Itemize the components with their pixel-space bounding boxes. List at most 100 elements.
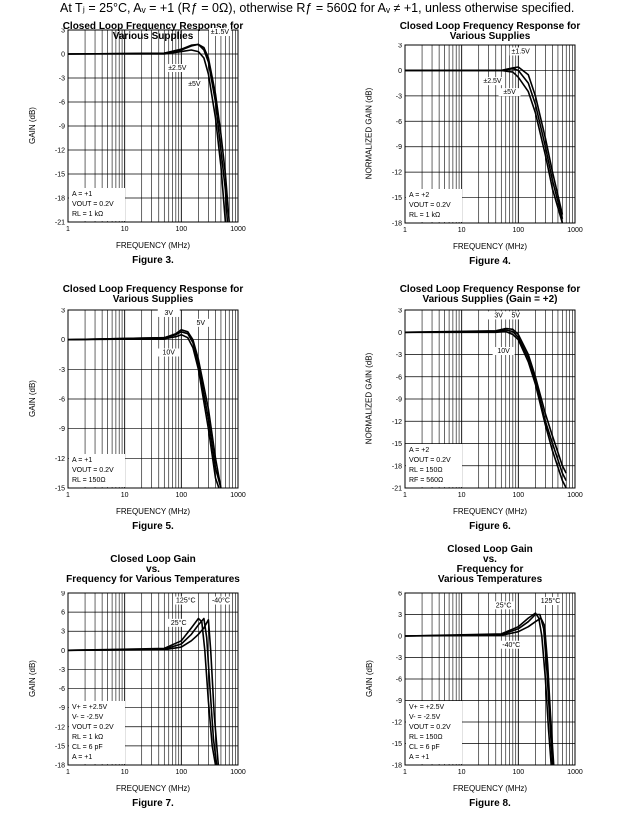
annotation-bg	[492, 601, 515, 610]
y-tick-label: -6	[396, 374, 402, 381]
condition-label: A = +1	[72, 191, 92, 198]
annotation-bg	[183, 80, 206, 88]
y-tick-label: -3	[59, 76, 65, 83]
x-tick-label: 10	[121, 492, 129, 499]
y-tick-label: -18	[55, 196, 65, 203]
y-tick-label: -15	[392, 741, 402, 748]
y-tick-label: 0	[398, 68, 402, 75]
series-annotation: 3V	[494, 312, 503, 319]
x-tick-label: 1	[66, 769, 70, 776]
chart-title-line: Closed Loop Frequency Response for	[62, 284, 244, 295]
x-axis-label: FREQUENCY (MHz)	[452, 784, 528, 793]
chart-title-line: vs.	[146, 564, 160, 575]
y-tick-label: 3	[398, 43, 402, 50]
y-tick-label: 0	[61, 648, 65, 655]
annotation-bg	[487, 311, 510, 320]
x-tick-label: 1	[403, 227, 407, 234]
y-tick-label: 0	[61, 337, 65, 344]
condition-label: A = +1	[72, 457, 92, 464]
x-tick-label: 10	[121, 226, 129, 233]
conditions-box	[69, 701, 125, 764]
y-tick-label: 0	[61, 52, 65, 59]
series-annotation: ±1.5V	[512, 48, 531, 55]
condition-label: VOUT = 0.2V	[72, 467, 114, 474]
x-tick-label: 100	[175, 492, 187, 499]
chart-title-line: vs.	[483, 554, 497, 565]
x-tick-label: 1	[403, 492, 407, 499]
y-tick-label: -6	[396, 677, 402, 684]
series-annotation: 25°C	[496, 601, 512, 609]
series-annotation: ±1.5V	[211, 29, 230, 36]
x-tick-label: 10	[121, 769, 129, 776]
condition-label: VOUT = 0.2V	[72, 724, 114, 731]
y-tick-label: -9	[59, 705, 65, 712]
annotation-bg	[167, 618, 190, 627]
y-tick-label: -3	[396, 93, 402, 100]
y-tick-label: -15	[55, 172, 65, 179]
y-axis-label: GAIN (dB)	[27, 107, 37, 144]
figure-caption: Figure 5.	[132, 521, 174, 532]
x-axis-label: FREQUENCY (MHz)	[115, 784, 191, 793]
x-axis-label: FREQUENCY (MHz)	[452, 242, 528, 251]
annotation-bg	[208, 28, 231, 36]
series-line	[405, 69, 564, 224]
series-annotation: 10V	[497, 348, 510, 355]
condition-label: RL = 1 kΩ	[409, 212, 440, 219]
chart-title: Closed Loop Gain vs. Frequency for Various …	[385, 545, 595, 585]
annotation-bg	[481, 77, 504, 86]
annotation-bg	[174, 596, 197, 605]
annotation-bg	[504, 311, 527, 320]
y-tick-label: -15	[392, 195, 402, 202]
condition-label: A = +1	[72, 754, 92, 761]
annotation-bg	[509, 47, 532, 56]
plot-frame	[67, 592, 239, 766]
series-annotation: 5V	[196, 320, 205, 327]
series-annotation: -40°C	[502, 641, 520, 649]
series-line	[404, 617, 555, 766]
x-tick-label: 1	[66, 226, 70, 233]
conditions-box	[69, 188, 125, 221]
condition-label: V+ = +2.5V	[72, 704, 108, 711]
y-tick-label: -15	[55, 743, 65, 750]
chart-title-line: Various Temperatures	[437, 574, 543, 585]
y-tick-label: 9	[61, 591, 65, 598]
y-tick-label: -18	[392, 463, 402, 470]
y-tick-label: 3	[61, 629, 65, 636]
series-line	[67, 617, 218, 766]
y-tick-label: -15	[392, 441, 402, 448]
figure-caption: Figure 7.	[132, 798, 174, 809]
chart-svg: 6 3 0 -3 -6 -9 -12 -15 -181 10 100 1000 V+ = +2.5V V-…	[392, 591, 583, 776]
figure-caption: Figure 8.	[469, 798, 511, 809]
series-annotation: 25°C	[171, 619, 187, 627]
chart-svg: 3 0 -3 -6 -9 -12 -15 -18 -211 10 100 1000 A = +2 VOUT…	[392, 308, 583, 499]
series-line	[67, 43, 229, 223]
y-tick-label: 6	[398, 591, 402, 598]
y-tick-label: -18	[392, 221, 402, 228]
x-tick-label: 1000	[567, 492, 583, 499]
figure-caption: Figure 4.	[469, 256, 511, 267]
x-tick-label: 100	[512, 227, 524, 234]
chart-title: Closed Loop Gain vs. Frequency for Various…	[48, 555, 258, 585]
y-tick-label: -12	[392, 170, 402, 177]
x-tick-label: 100	[512, 769, 524, 776]
y-tick-label: -9	[396, 397, 402, 404]
figure-caption: Figure 3.	[132, 255, 174, 266]
condition-label: CL = 6 pF	[72, 744, 103, 751]
series-line	[67, 333, 220, 489]
x-tick-label: 1000	[230, 769, 246, 776]
condition-label: RL = 1 kΩ	[72, 211, 103, 218]
conditions-box	[406, 444, 462, 487]
chart-title-line: Various Supplies	[449, 31, 531, 42]
condition-label: VOUT = 0.2V	[409, 202, 451, 209]
x-tick-label: 1000	[567, 227, 583, 234]
series-annotation: 5V	[511, 312, 520, 319]
series-line	[404, 327, 567, 474]
y-tick-label: -21	[392, 486, 402, 493]
chart-title: Closed Loop Frequency Response for Variou…	[385, 285, 595, 305]
series-line	[404, 613, 554, 766]
y-tick-label: 3	[61, 308, 65, 315]
series-line	[67, 330, 222, 489]
y-tick-label: -3	[396, 352, 402, 359]
condition-label: RL = 150Ω	[72, 477, 106, 484]
chart-title-line: Various Supplies	[112, 31, 194, 42]
